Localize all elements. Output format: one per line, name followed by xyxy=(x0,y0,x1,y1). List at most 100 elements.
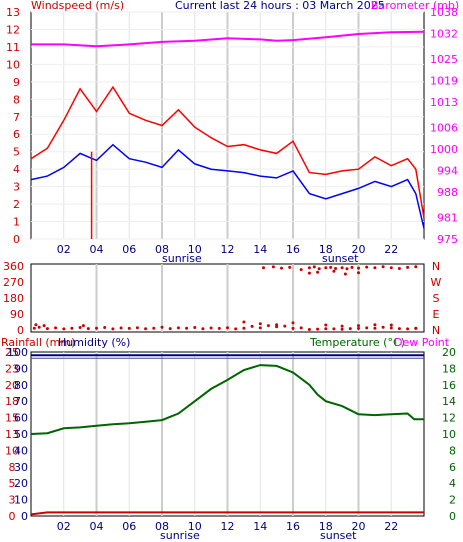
rainfall-tick-label: 13 xyxy=(5,428,19,441)
temperature-series-line xyxy=(30,364,424,435)
direction-point xyxy=(160,325,164,329)
barometer-tick-label: 1038 xyxy=(430,6,458,19)
direction-point xyxy=(283,324,287,328)
direction-point xyxy=(299,268,303,272)
direction-point xyxy=(348,327,352,331)
barometer-tick-label: 1006 xyxy=(430,121,458,134)
compass-label: W xyxy=(431,276,442,289)
sunrise-label-1: sunrise xyxy=(162,252,202,265)
temperature-tick-label: 10 xyxy=(442,428,456,441)
direction-point xyxy=(78,326,82,329)
x-tick-label: 20 xyxy=(352,520,366,533)
wind-tick-label: 9 xyxy=(13,76,20,89)
direction-point xyxy=(357,266,360,270)
wind-tick-label: 4 xyxy=(13,163,20,176)
direction-point xyxy=(176,326,180,330)
direction-point xyxy=(334,267,338,270)
direction-point xyxy=(299,326,303,330)
direction-point xyxy=(242,326,246,330)
humidity-tick-label: 100 xyxy=(7,346,28,359)
direction-point xyxy=(234,327,238,331)
direction-point xyxy=(119,326,123,330)
humidity-tick-label: 30 xyxy=(14,461,28,474)
direction-point xyxy=(381,325,385,329)
direction-point xyxy=(307,271,311,275)
direction-point xyxy=(397,327,401,331)
direction-point xyxy=(280,266,283,270)
temperature-tick-label: 12 xyxy=(442,412,456,425)
gust-series-line xyxy=(30,85,425,219)
rainfall-tick-label: 10 xyxy=(5,444,19,457)
wind-tick-label: 8 xyxy=(13,93,20,106)
direction-point xyxy=(312,265,316,269)
wind-tick-label: 12 xyxy=(6,23,20,36)
wind-axis-label: Windspeed (m/s) xyxy=(31,0,124,12)
rainfall-tick-label: 0 xyxy=(9,510,16,523)
x-tick-label: 08 xyxy=(155,243,169,256)
wind-tick-label: 6 xyxy=(13,128,20,141)
direction-point xyxy=(340,266,344,270)
direction-point xyxy=(340,324,344,328)
barometer-tick-label: 994 xyxy=(437,165,458,178)
direction-point xyxy=(152,326,156,330)
direction-point xyxy=(324,266,328,270)
humidity-tick-label: 20 xyxy=(14,477,28,490)
direction-point xyxy=(37,325,41,329)
direction-point xyxy=(217,326,221,330)
direction-point xyxy=(271,265,275,269)
direction-point xyxy=(258,322,262,326)
direction-point xyxy=(373,323,377,327)
rainfall-tick-label: 3 xyxy=(9,494,16,507)
compass-label: N xyxy=(432,260,440,273)
direction-point xyxy=(86,327,90,331)
x-tick-label: 16 xyxy=(286,520,300,533)
direction-tick-label: 270 xyxy=(3,276,24,289)
direction-tick-label: 0 xyxy=(17,324,24,337)
direction-point xyxy=(357,324,360,328)
wind-tick-label: 3 xyxy=(13,181,20,194)
direction-point xyxy=(275,323,279,327)
direction-point xyxy=(185,326,189,330)
wind-tick-label: 2 xyxy=(13,198,20,211)
direction-point xyxy=(357,271,360,275)
direction-point xyxy=(365,265,369,269)
direction-point xyxy=(373,266,377,270)
direction-point xyxy=(357,326,360,330)
direction-point xyxy=(209,326,213,330)
direction-point xyxy=(266,324,270,328)
humidity-tick-label: 50 xyxy=(14,428,28,441)
direction-point xyxy=(332,327,336,331)
temperature-tick-label: 16 xyxy=(442,379,456,392)
humidity-axis-label: Humidity (%) xyxy=(58,336,130,349)
direction-point xyxy=(316,327,320,331)
temperature-tick-label: 14 xyxy=(442,395,456,408)
wind-tick-label: 5 xyxy=(13,146,20,159)
direction-point xyxy=(144,327,148,331)
direction-point xyxy=(34,323,38,327)
wind-tick-label: 10 xyxy=(6,58,20,71)
wind-tick-label: 1 xyxy=(13,216,20,229)
x-tick-label: 20 xyxy=(352,243,366,256)
rainfall-tick-label: 8 xyxy=(9,461,16,474)
rainfall-tick-label: 23 xyxy=(5,362,19,375)
direction-point xyxy=(406,327,410,331)
temperature-tick-label: 0 xyxy=(449,510,456,523)
direction-point xyxy=(329,265,333,269)
x-tick-label: 12 xyxy=(221,520,235,533)
direction-point xyxy=(343,272,347,276)
wind-tick-label: 11 xyxy=(6,41,20,54)
temperature-tick-label: 18 xyxy=(442,362,456,375)
humidity-tick-label: 40 xyxy=(14,444,28,457)
direction-point xyxy=(250,324,254,328)
rainfall-tick-label: 5 xyxy=(9,477,16,490)
wind-tick-label: 7 xyxy=(13,111,20,124)
direction-point xyxy=(62,327,66,331)
rainfall-axis-label: Rainfall (mm) xyxy=(1,336,75,349)
barometer-axis-label: Barometer (mb) xyxy=(371,0,459,12)
barometer-tick-label: 1000 xyxy=(430,143,458,156)
direction-point xyxy=(201,327,205,331)
direction-point xyxy=(168,327,172,331)
temperature-tick-label: 20 xyxy=(442,346,456,359)
rainfall-tick-label: 18 xyxy=(5,395,19,408)
average-series-line xyxy=(30,143,425,229)
